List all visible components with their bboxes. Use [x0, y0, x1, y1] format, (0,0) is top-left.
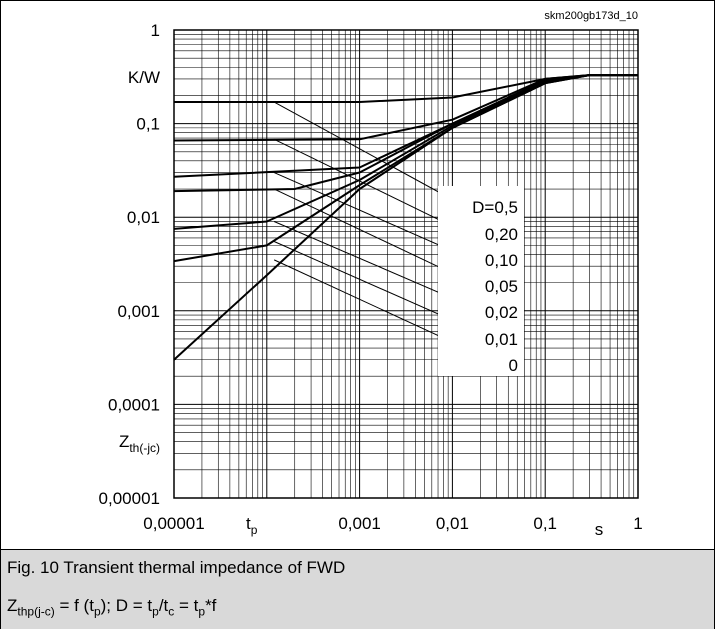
formula-text: ); D = t — [100, 596, 153, 615]
chart-series — [173, 74, 638, 361]
x-tick-label: 0,01 — [436, 514, 469, 533]
formula-text: = t — [174, 596, 199, 615]
x-tick-label: 0,001 — [338, 514, 381, 533]
series-label-2: 0,10 — [485, 251, 518, 270]
y-tick-label: 0,001 — [117, 302, 160, 321]
y-tick-label: 0,1 — [136, 115, 160, 134]
series-label-4: 0,02 — [485, 303, 518, 322]
formula-subscript: p — [152, 604, 159, 619]
caption-formula: Zthp(j-c) = f (tp); D = tp/tc = tp*f — [7, 596, 216, 618]
y-tick-label: 0,0001 — [108, 395, 160, 414]
series-label-0: D=0,5 — [472, 198, 518, 217]
series-line-2 — [173, 74, 638, 178]
plot-border — [173, 29, 639, 499]
x-tick-label: 1 — [633, 514, 642, 533]
chart-labels: 1 0,1 0,01 0,001 0,0001 0,00001 0,00001 0,001 0,… — [99, 21, 643, 539]
formula-subscript: thp(j-c) — [17, 604, 55, 619]
series-label-3: 0,05 — [485, 277, 518, 296]
y-unit-label: K/W — [128, 68, 160, 87]
series-label-6: 0 — [509, 356, 518, 375]
formula-subscript: p — [198, 604, 206, 619]
series-label-5: 0,01 — [485, 330, 518, 349]
series-label-background — [438, 186, 524, 376]
formula-text: /t — [158, 596, 169, 615]
series-line-6 — [173, 74, 638, 361]
formula-text: = f (t — [54, 596, 94, 615]
chart-code-label: skm200gb173d_10 — [544, 10, 638, 22]
formula-subscript: c — [168, 604, 175, 619]
thermal-impedance-chart: 1 0,1 0,01 0,001 0,0001 0,00001 0,00001 0,001 0,… — [99, 10, 643, 539]
y-tick-label: 0,00001 — [99, 489, 160, 508]
caption-title: Fig. 10 Transient thermal impedance of F… — [7, 558, 346, 577]
x-tick-label: 0,00001 — [143, 514, 204, 533]
figure-caption: Fig. 10 Transient thermal impedance of F… — [1, 549, 714, 629]
x-unit-label: s — [595, 520, 604, 539]
x-axis-label: tp — [246, 514, 258, 537]
formula-text: *f — [205, 596, 217, 615]
y-tick-label: 1 — [151, 21, 160, 40]
x-tick-label: 0,1 — [533, 514, 557, 533]
formula-subscript: p — [93, 604, 101, 619]
series-line-1 — [173, 74, 638, 142]
formula-text: Z — [7, 596, 18, 615]
series-label-1: 0,20 — [485, 225, 518, 244]
y-axis-label: Zth(-jc) — [119, 432, 160, 455]
y-tick-label: 0,01 — [127, 208, 160, 227]
